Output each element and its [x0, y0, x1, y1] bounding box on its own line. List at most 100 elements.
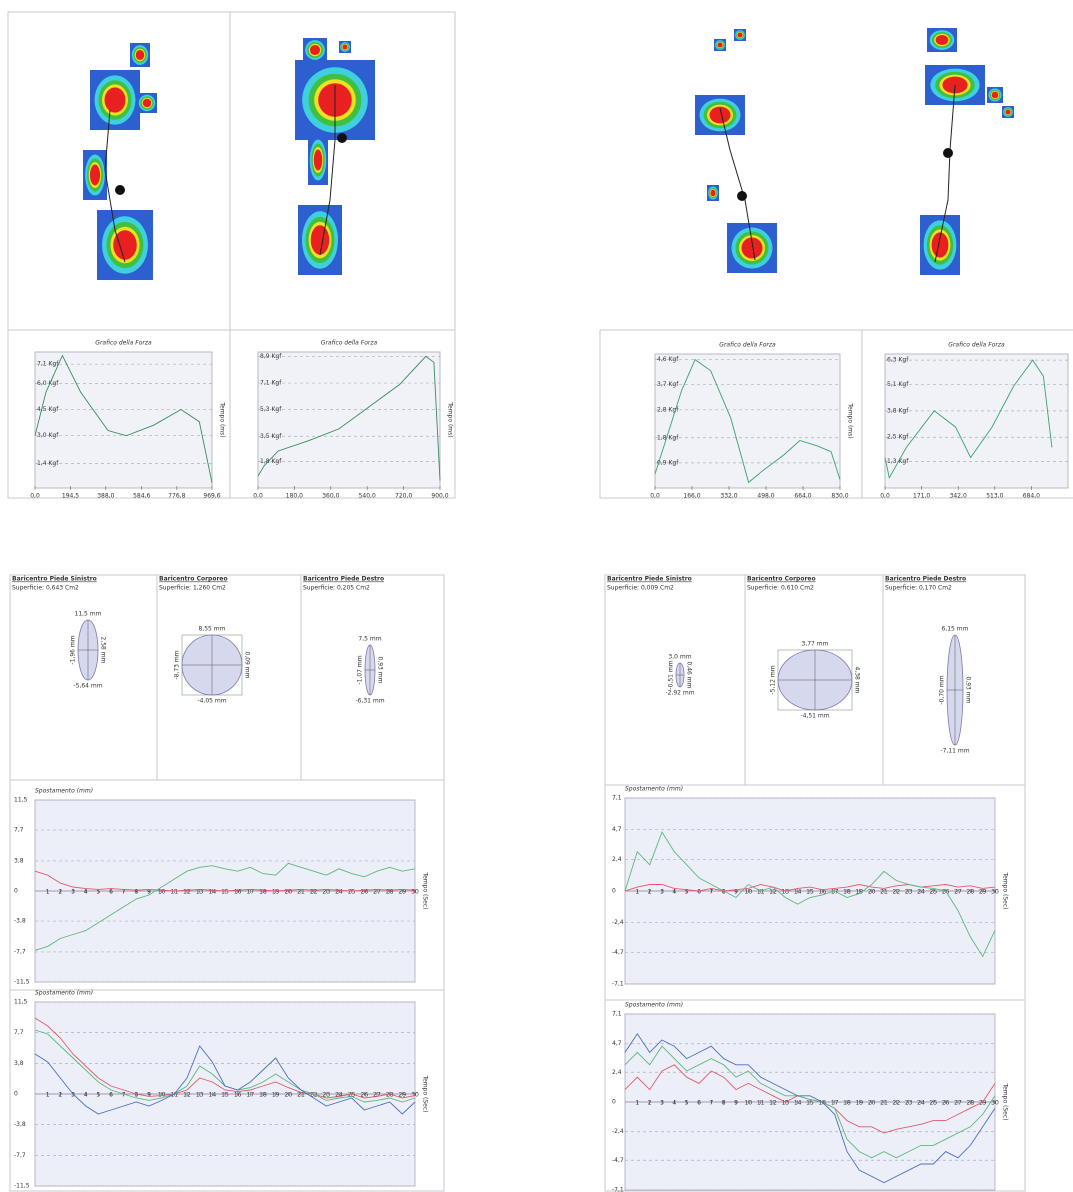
extent-label: -5,12 mm: [770, 665, 777, 694]
axis-title: Tempo (Sec): [1002, 871, 1009, 909]
x-tick-label: 513,0: [986, 493, 1003, 500]
x-tick-label: 19: [856, 1100, 864, 1107]
x-tick-label: 16: [234, 889, 242, 896]
pressure-zone: [936, 35, 949, 45]
y-tick-label: 0: [14, 1091, 18, 1098]
x-tick-label: 180,0: [286, 493, 303, 500]
y-tick-label: 1,4 Kgf: [37, 460, 59, 467]
extent-label: 0,93 mm: [377, 657, 384, 684]
y-tick-label: 7,1 Kgf: [37, 361, 59, 368]
x-tick-label: 14: [794, 889, 802, 896]
x-tick-label: 15: [806, 1100, 814, 1107]
x-tick-label: 22: [893, 889, 901, 896]
x-tick-label: 28: [386, 889, 394, 896]
plot-area: [885, 354, 1068, 488]
x-tick-label: 24: [335, 889, 343, 896]
report-page: Grafico della Forza Tempo (ms) 1,4 Kgf 3,0 …: [0, 0, 1073, 1192]
x-tick-label: 13: [196, 1092, 204, 1099]
barycenter-dot: [943, 148, 953, 158]
axis-title: Tempo (ms): [219, 401, 226, 437]
x-tick-label: 17: [247, 1092, 255, 1099]
panel-title: Baricentro Piede Destro: [303, 576, 384, 583]
chart: Grafico della ForzaTempo (ms)0,9 Kgf1,8 …: [650, 342, 853, 500]
x-tick-label: 11: [757, 1100, 765, 1107]
axis-title: Tempo (Sec): [422, 871, 429, 909]
x-tick-label: 0,0: [30, 493, 40, 500]
y-tick-label: 3,8: [14, 1060, 24, 1067]
chart-title: Grafico della Forza: [719, 342, 776, 349]
x-tick-label: 24: [917, 889, 925, 896]
y-tick-label: 6,3 Kgf: [887, 357, 909, 364]
x-tick-label: 2: [648, 889, 652, 896]
plot-area: [655, 354, 840, 488]
x-tick-label: 12: [183, 889, 191, 896]
chart: Grafico della ForzaTempo (ms)1,8 Kgf3,5 …: [253, 340, 453, 500]
y-tick-label: -7,1: [612, 1187, 624, 1192]
y-tick-label: 4,7: [612, 826, 622, 833]
x-tick-label: 20: [285, 1092, 293, 1099]
chart-title: Grafico della Forza: [321, 340, 378, 347]
y-tick-label: 0: [612, 888, 616, 895]
y-tick-label: -7,7: [14, 948, 26, 955]
x-tick-label: 15: [221, 889, 229, 896]
x-tick-label: 2: [648, 1100, 652, 1107]
axis-title: Tempo (ms): [447, 401, 454, 437]
x-tick-label: 24: [917, 1100, 925, 1107]
x-tick-label: 9: [734, 1100, 738, 1107]
barycenter-dot: [337, 133, 347, 143]
y-tick-label: 2,4: [612, 856, 622, 863]
y-tick-label: 11,5: [14, 999, 28, 1006]
x-tick-label: 10: [158, 889, 166, 896]
extent-label: -0,51 mm: [668, 660, 675, 689]
x-tick-label: 10: [745, 889, 753, 896]
y-tick-label: 8,9 Kgf: [260, 353, 282, 360]
y-tick-label: 6,0 Kgf: [37, 380, 59, 387]
x-tick-label: 14: [209, 889, 217, 896]
pressure-zone: [310, 45, 320, 55]
x-tick-label: 22: [893, 1100, 901, 1107]
pressure-zone: [717, 42, 722, 47]
x-tick-label: 7: [122, 1092, 126, 1099]
x-tick-label: 900,0: [431, 493, 448, 500]
extent-label: 8,55 mm: [199, 626, 226, 633]
x-tick-label: 332,0: [720, 493, 737, 500]
y-tick-label: 7,1: [612, 795, 622, 802]
y-tick-label: 1,8 Kgf: [657, 434, 679, 441]
extent-label: 6,15 mm: [942, 626, 969, 633]
extent-label: 11,5 mm: [75, 611, 102, 618]
extent-label: -8,73 mm: [174, 650, 181, 679]
x-tick-label: 664,0: [794, 493, 811, 500]
y-tick-label: 7,7: [14, 827, 24, 834]
extent-label: -4,51 mm: [800, 713, 829, 720]
chart: Spostamento (mm)Tempo (Sec)7,14,72,40-2,…: [612, 1002, 1009, 1192]
y-tick-label: 2,4: [612, 1069, 622, 1076]
x-tick-label: 7: [709, 889, 713, 896]
extent-label: -6,31 mm: [355, 698, 384, 705]
y-tick-label: -7,7: [14, 1152, 26, 1159]
y-tick-label: 3,8 Kgf: [887, 407, 909, 414]
x-tick-label: 12: [183, 1092, 191, 1099]
extent-label: 3,0 mm: [668, 654, 691, 661]
pressure-zone: [311, 225, 329, 254]
x-tick-label: 6: [109, 889, 113, 896]
x-tick-label: 25: [930, 1100, 938, 1107]
y-tick-label: 3,8: [14, 857, 24, 864]
x-tick-label: 26: [942, 889, 950, 896]
x-tick-label: 19: [272, 889, 280, 896]
x-tick-label: 23: [905, 889, 913, 896]
x-tick-label: 3: [71, 889, 75, 896]
x-tick-label: 4: [84, 1092, 88, 1099]
x-tick-label: 1: [635, 1100, 639, 1107]
extent-label: -1,07 mm: [357, 655, 364, 684]
x-tick-label: 3: [660, 889, 664, 896]
x-tick-label: 6: [109, 1092, 113, 1099]
x-tick-label: 0,0: [253, 493, 263, 500]
chart: Spostamento (mm)Tempo (Sec)11,57,73,80-3…: [14, 990, 429, 1190]
x-tick-label: 1: [46, 889, 50, 896]
y-tick-label: 3,5 Kgf: [260, 433, 282, 440]
chart-title: Spostamento (mm): [625, 1002, 683, 1009]
panel-surface: Superficie: 0,170 Cm2: [885, 585, 952, 592]
x-tick-label: 7: [709, 1100, 713, 1107]
panel-title: Baricentro Piede Destro: [885, 576, 966, 583]
y-tick-label: 7,1 Kgf: [260, 380, 282, 387]
